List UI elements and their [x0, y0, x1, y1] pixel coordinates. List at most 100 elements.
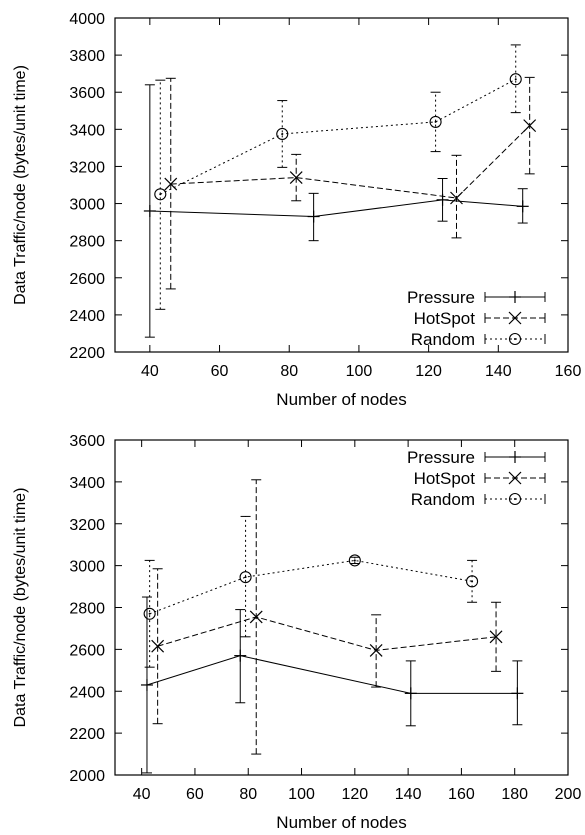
- plot-frame: [114, 439, 569, 776]
- y-tick-label: 2400: [69, 308, 105, 325]
- error-bar: [144, 559, 155, 668]
- data-point: [143, 204, 156, 217]
- y-tick-label: 2600: [69, 642, 105, 659]
- legend-label: Pressure: [407, 288, 475, 307]
- legend-item-random: Random: [411, 330, 546, 349]
- y-axis-ticks: 2200 2400 2600 2800 3000 3200 3400 3600 3800 4000: [69, 11, 568, 362]
- plot-axes: [114, 17, 569, 353]
- x-tick-label: 120: [415, 363, 442, 380]
- y-tick-label: 3400: [69, 122, 105, 139]
- x-tick-label: 100: [346, 363, 373, 380]
- series-pressure: [143, 84, 529, 338]
- series-random: [154, 44, 522, 310]
- x-axis-label: Number of nodes: [276, 390, 406, 409]
- y-tick-label: 3600: [69, 433, 105, 450]
- x-tick-label: 160: [555, 363, 582, 380]
- error-bar: [165, 77, 176, 290]
- error-bar: [349, 556, 360, 565]
- data-point: [450, 191, 463, 205]
- x-tick-label: 80: [280, 363, 298, 380]
- y-tick-label: 3800: [69, 48, 105, 65]
- legend: Pressure HotSpot Random: [407, 448, 546, 509]
- data-point: [511, 687, 524, 700]
- series-line: [146, 655, 518, 694]
- legend-marker: [509, 291, 521, 303]
- series-line: [149, 199, 523, 218]
- legend-item-random: Random: [411, 490, 546, 509]
- series-line: [160, 78, 516, 195]
- legend-marker: [509, 451, 521, 463]
- data-point: [489, 630, 503, 644]
- x-tick-label: 40: [141, 363, 159, 380]
- y-tick-label: 3000: [69, 197, 105, 214]
- error-bar: [155, 79, 166, 310]
- data-point: [151, 639, 165, 653]
- x-axis-ticks: 40 60 80 100 120 140 160 180 200: [133, 440, 581, 803]
- legend-item-pressure: Pressure: [407, 288, 546, 307]
- series-hotspot: [151, 479, 503, 755]
- series-random: [143, 515, 479, 668]
- x-tick-label: 140: [395, 786, 422, 803]
- data-point: [516, 200, 529, 213]
- data-point: [348, 554, 361, 567]
- error-bar: [451, 154, 462, 239]
- data-point: [289, 171, 303, 185]
- legend-label: Random: [411, 490, 475, 509]
- y-tick-label: 2200: [69, 726, 105, 743]
- y-axis-ticks: 2000 2200 2400 2600 2800 3000 3200 3400 3600: [69, 433, 568, 785]
- legend-label: Pressure: [407, 448, 475, 467]
- data-point: [509, 73, 522, 86]
- series-line: [170, 125, 531, 199]
- data-point: [466, 575, 479, 588]
- series-pressure: [140, 596, 524, 774]
- data-point: [143, 607, 156, 620]
- chart-bottom: 2000 2200 2400 2600 2800 3000 3200 3400 3600 40 6…: [12, 433, 581, 832]
- legend-item-pressure: Pressure: [407, 448, 546, 467]
- series-layer: [143, 44, 537, 338]
- series-hotspot: [164, 76, 537, 290]
- legend-marker: [508, 471, 522, 485]
- y-tick-label: 3200: [69, 517, 105, 534]
- y-tick-label: 2800: [69, 601, 105, 618]
- y-tick-label: 2800: [69, 234, 105, 251]
- data-point: [164, 177, 178, 191]
- x-tick-label: 180: [501, 786, 528, 803]
- legend-label: HotSpot: [414, 469, 476, 488]
- legend: Pressure HotSpot Random: [407, 288, 546, 349]
- y-tick-label: 2600: [69, 271, 105, 288]
- x-axis-label: Number of nodes: [276, 813, 406, 832]
- error-bar: [430, 91, 441, 153]
- legend-label: HotSpot: [414, 309, 476, 328]
- x-tick-label: 80: [239, 786, 257, 803]
- x-tick-label: 60: [186, 786, 204, 803]
- data-point: [307, 210, 320, 223]
- y-tick-label: 3400: [69, 475, 105, 492]
- y-tick-label: 3000: [69, 559, 105, 576]
- legend-item-hotspot: HotSpot: [414, 469, 546, 488]
- y-tick-label: 3600: [69, 85, 105, 102]
- x-tick-label: 160: [448, 786, 475, 803]
- error-bar: [510, 44, 521, 114]
- legend-label: Random: [411, 330, 475, 349]
- x-tick-label: 120: [341, 786, 368, 803]
- series-line: [157, 616, 497, 651]
- data-point: [404, 687, 417, 700]
- data-point: [154, 188, 167, 201]
- data-point: [429, 115, 442, 128]
- data-point: [436, 193, 449, 206]
- data-point: [369, 643, 383, 657]
- data-point: [276, 127, 289, 141]
- data-point: [523, 119, 537, 133]
- series-layer: [140, 479, 524, 774]
- error-bar: [491, 601, 502, 672]
- y-axis-label: Data Traffic/node (bytes/unit time): [12, 65, 29, 305]
- x-tick-label: 140: [485, 363, 512, 380]
- y-tick-label: 2000: [69, 768, 105, 785]
- legend-marker: [508, 311, 522, 325]
- plot-axes: [114, 439, 569, 776]
- plot-frame: [114, 17, 569, 353]
- x-axis-ticks: 40 60 80 100 120 140 160: [141, 18, 581, 380]
- y-tick-label: 4000: [69, 11, 105, 28]
- x-tick-label: 60: [211, 363, 229, 380]
